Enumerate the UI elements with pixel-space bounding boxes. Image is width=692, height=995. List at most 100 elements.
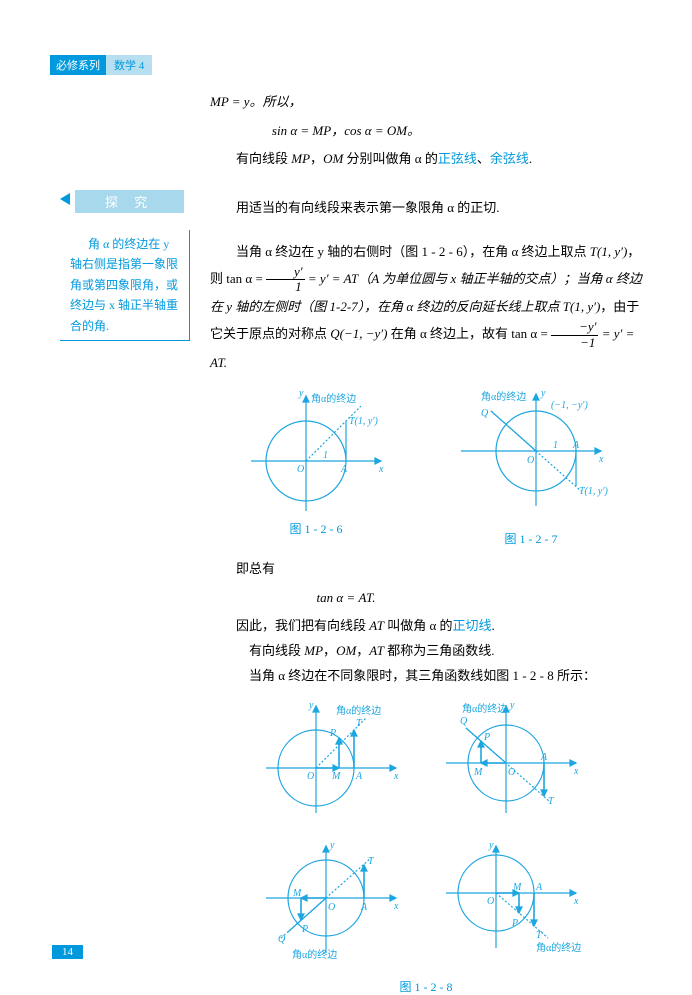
svg-128-q2: y x O A M P T Q 角α的终边 bbox=[436, 698, 586, 828]
svg-128-q3: y x O A M P T Q 角α的终边 bbox=[256, 838, 406, 968]
mp-eq-y: MP = y。所以， bbox=[210, 94, 302, 109]
figure-127: y x O A 1 角α的终边 T(1, y′) Q (−1, −y′) 图 1… bbox=[451, 386, 611, 547]
cosine-line-keyword: 余弦线 bbox=[490, 151, 529, 166]
frac2-num: −y′ bbox=[551, 320, 598, 335]
q1-T: T bbox=[356, 718, 363, 729]
explore-heading: 探 究 bbox=[75, 190, 184, 213]
l127-Qpt: (−1, −y′) bbox=[551, 400, 588, 411]
frac-2: −y′−1 bbox=[551, 320, 598, 350]
p7-MP: MP bbox=[304, 643, 323, 658]
l126-y: y bbox=[298, 388, 304, 399]
svg-126: y x O A 1 角α的终边 T(1, y′) bbox=[241, 386, 391, 516]
q4-T: T bbox=[536, 930, 543, 941]
p2-t2: ， bbox=[310, 151, 323, 166]
q3-M: M bbox=[292, 888, 302, 899]
caption-126: 图 1 - 2 - 6 bbox=[290, 520, 343, 537]
q3-O: O bbox=[328, 902, 335, 913]
sine-line-keyword: 正弦线 bbox=[438, 151, 477, 166]
caption-128: 图 1 - 2 - 8 bbox=[210, 978, 642, 995]
q2-M: M bbox=[473, 767, 483, 778]
p4-Q: Q(−1, −y′) bbox=[330, 326, 387, 341]
svg-128-q4: y x O A M P T 角α的终边 bbox=[436, 838, 586, 968]
paragraph-2: 有向线段 MP，OM 分别叫做角 α 的正弦线、余弦线. bbox=[210, 147, 642, 172]
figure-128-q4: y x O A M P T 角α的终边 bbox=[436, 838, 586, 968]
subject-badge: 数学 4 bbox=[106, 55, 152, 75]
p6-AT: AT bbox=[369, 618, 384, 633]
q3-A: A bbox=[360, 902, 368, 913]
q3-x: x bbox=[393, 901, 399, 912]
p7-AT: AT bbox=[369, 643, 384, 658]
tangent-line-keyword: 正切线 bbox=[453, 618, 492, 633]
l127-A: A bbox=[572, 440, 580, 451]
paragraph-4: 当角 α 终边在 y 轴的右侧时（图 1 - 2 - 6），在角 α 终边上取点… bbox=[210, 239, 642, 376]
equation-tan: tan α = AT. bbox=[0, 586, 692, 611]
l127-T: T(1, y′) bbox=[579, 486, 609, 497]
q3-y: y bbox=[329, 840, 335, 851]
q4-angle: 角α的终边 bbox=[536, 941, 581, 954]
p7-t1: 有向线段 bbox=[249, 643, 304, 658]
svg-127: y x O A 1 角α的终边 T(1, y′) Q (−1, −y′) bbox=[451, 386, 611, 526]
q4-A: A bbox=[535, 882, 543, 893]
figure-128-q2: y x O A M P T Q 角α的终边 bbox=[436, 698, 586, 828]
q3-Q: Q bbox=[278, 934, 286, 945]
q1-O: O bbox=[307, 771, 314, 782]
sidebar-text: 角 α 的终边在 y 轴右侧是指第一象限角或第四象限角，或终边与 x 轴正半轴重… bbox=[70, 237, 178, 333]
paragraph-8: 当角 α 终边在不同象限时，其三角函数线如图 1 - 2 - 8 所示： bbox=[210, 664, 642, 689]
q2-A: A bbox=[540, 752, 548, 763]
l126-T: T(1, y′) bbox=[349, 416, 379, 427]
q2-O: O bbox=[508, 767, 515, 778]
q1-P: P bbox=[329, 728, 336, 739]
l126-A: A bbox=[340, 464, 348, 475]
l127-Q: Q bbox=[481, 408, 489, 419]
figure-row-128-top: y x O A M P T 角α的终边 bbox=[200, 698, 642, 828]
l127-1: 1 bbox=[553, 440, 558, 451]
p7-OM: OM bbox=[336, 643, 356, 658]
p6-t1: 因此，我们把有向线段 bbox=[236, 618, 369, 633]
q3-T: T bbox=[368, 856, 375, 867]
figure-128-q3: y x O A M P T Q 角α的终边 bbox=[256, 838, 406, 968]
q4-y: y bbox=[488, 840, 494, 851]
main-content: MP = y。所以， sin α = MP，cos α = OM。 有向线段 M… bbox=[0, 90, 692, 995]
p4-t5: 在角 α 终边上，故有 tan α = bbox=[387, 326, 547, 341]
p2-t3: 分别叫做角 α 的 bbox=[343, 151, 438, 166]
series-badge: 必修系列 bbox=[50, 55, 106, 75]
p4-t1: 当角 α 终边在 y 轴的右侧时（图 1 - 2 - 6），在角 α 终边上取点 bbox=[236, 244, 590, 259]
page-header: 必修系列 数学 4 bbox=[50, 55, 152, 75]
l127-angle: 角α的终边 bbox=[481, 390, 526, 403]
frac2-den: −1 bbox=[551, 336, 598, 350]
p7-t2: ， bbox=[323, 643, 336, 658]
l127-y: y bbox=[540, 388, 546, 399]
q1-M: M bbox=[331, 771, 341, 782]
p7-t4: 都称为三角函数线. bbox=[384, 643, 495, 658]
q1-A: A bbox=[355, 771, 363, 782]
page-number: 14 bbox=[52, 945, 83, 959]
l126-x: x bbox=[378, 464, 384, 475]
p2-t5: . bbox=[529, 151, 532, 166]
q2-x: x bbox=[573, 766, 579, 777]
p4-T2: T(1, y′) bbox=[563, 299, 601, 314]
figure-128-q1: y x O A M P T 角α的终边 bbox=[256, 698, 406, 828]
l126-O: O bbox=[297, 464, 304, 475]
figure-row-126-127: y x O A 1 角α的终边 T(1, y′) 图 1 - 2 - 6 bbox=[210, 386, 642, 547]
q2-Q: Q bbox=[460, 716, 468, 727]
q2-angle: 角α的终边 bbox=[462, 702, 507, 715]
p6-t2: 叫做角 α 的 bbox=[384, 618, 453, 633]
q1-y: y bbox=[308, 700, 314, 711]
paragraph-1: MP = y。所以， bbox=[210, 90, 642, 115]
p2-t1: 有向线段 bbox=[236, 151, 291, 166]
l127-x: x bbox=[598, 454, 604, 465]
paragraph-7: 有向线段 MP，OM，AT 都称为三角函数线. bbox=[210, 639, 642, 664]
q4-x: x bbox=[573, 896, 579, 907]
l126-1: 1 bbox=[323, 450, 328, 461]
q4-O: O bbox=[487, 896, 494, 907]
q2-T: T bbox=[548, 796, 555, 807]
sidebar-note: 角 α 的终边在 y 轴右侧是指第一象限角或第四象限角，或终边与 x 轴正半轴重… bbox=[60, 230, 190, 341]
l126-angle: 角α的终边 bbox=[311, 392, 356, 405]
l127-O: O bbox=[527, 455, 534, 466]
q4-P: P bbox=[511, 918, 518, 929]
q4-M: M bbox=[512, 882, 522, 893]
q3-angle: 角α的终边 bbox=[292, 948, 337, 961]
equation-sin-cos: sin α = MP，cos α = OM。 bbox=[0, 119, 692, 144]
p7-t3: ， bbox=[356, 643, 369, 658]
paragraph-6: 因此，我们把有向线段 AT 叫做角 α 的正切线. bbox=[210, 614, 642, 639]
